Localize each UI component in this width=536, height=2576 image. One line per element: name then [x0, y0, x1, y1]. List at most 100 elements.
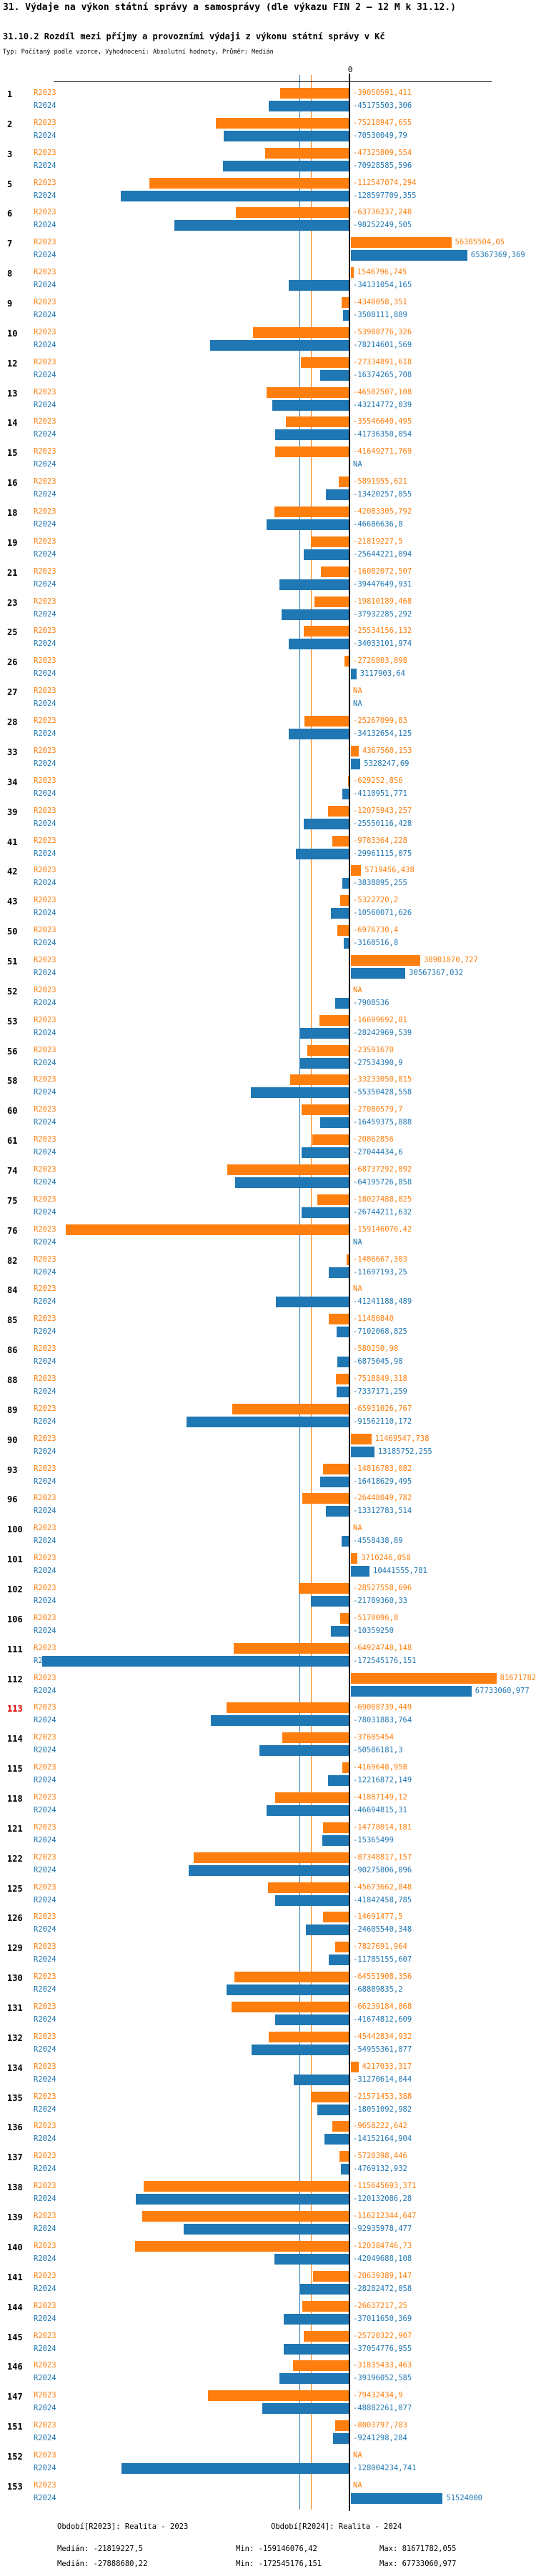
series-label-r2024: R2024: [34, 2254, 56, 2263]
value-label-r2024: -42049688,108: [353, 2254, 412, 2263]
series-label-r2024: R2024: [34, 1716, 56, 1725]
value-label-r2024: -7102068,825: [353, 1327, 407, 1337]
legend-period-r2024: Období[R2024]: Realita - 2024: [271, 2522, 402, 2531]
series-label-r2024: R2024: [34, 879, 56, 888]
value-label-r2024: 30567367,032: [409, 968, 464, 977]
series-label-r2024: R2024: [34, 460, 56, 469]
row-number: 14: [7, 418, 18, 429]
bar-r2023: [351, 237, 452, 249]
bar-r2023: [337, 925, 349, 937]
value-label-r2023: -20862856: [353, 1135, 394, 1144]
bar-r2023: [66, 1224, 349, 1235]
bar-r2023: [311, 2091, 349, 2102]
value-label-r2023: 56385504,05: [455, 238, 505, 247]
series-label-r2023: R2023: [34, 926, 56, 935]
row-number: 8: [7, 269, 13, 279]
row-number: 151: [7, 2422, 23, 2432]
series-label-r2024: R2024: [34, 699, 56, 709]
series-label-r2023: R2023: [34, 1912, 56, 1922]
series-label-r2023: R2023: [34, 1194, 56, 1204]
value-label-r2024: -16418629,495: [353, 1477, 412, 1486]
value-label-r2023: -9783364,228: [353, 836, 407, 845]
value-label-r2024: -9241298,284: [353, 2434, 407, 2443]
bar-r2023: [320, 566, 349, 577]
value-label-r2024: -37011650,369: [353, 2314, 412, 2323]
series-label-r2024: R2024: [34, 1806, 56, 1815]
series-label-r2024: R2024: [34, 1477, 56, 1486]
bar-r2023: [298, 1583, 349, 1594]
value-label-r2024: -90275806,096: [353, 1865, 412, 1874]
bar-r2024: [319, 1117, 349, 1129]
value-label-r2023: -5720398,446: [353, 2152, 407, 2161]
series-label-r2024: R2024: [34, 1148, 56, 1157]
value-label-r2024: -25550116,428: [353, 819, 412, 828]
bar-r2023: [290, 1074, 349, 1086]
bar-r2024: [262, 2403, 349, 2415]
series-label-r2024: R2024: [34, 1507, 56, 1516]
series-label-r2024: R2024: [34, 1177, 56, 1187]
value-label-r2023: -47325809,554: [353, 148, 412, 157]
row-number: 60: [7, 1106, 18, 1117]
value-label-r2024: -29961115,075: [353, 849, 412, 858]
row-number: 39: [7, 807, 18, 817]
row-number: 41: [7, 837, 18, 847]
series-label-r2024: R2024: [34, 849, 56, 858]
value-label-r2023: -39050591,411: [353, 89, 412, 97]
value-label-r2024: -34131054,165: [353, 281, 412, 290]
series-label-r2023: R2023: [34, 1763, 56, 1772]
series-label-r2023: R2023: [34, 447, 56, 456]
series-label-r2024: R2024: [34, 251, 56, 260]
bar-r2024: [269, 101, 349, 111]
row-number: 135: [7, 2092, 23, 2103]
series-label-r2024: R2024: [34, 340, 56, 349]
series-label-r2023: R2023: [34, 2421, 56, 2430]
value-label-r2023: -42083305,792: [353, 507, 412, 516]
bar-r2023: [302, 1493, 349, 1504]
value-label-r2023: 5719456,438: [364, 866, 415, 875]
series-label-r2024: R2024: [34, 1626, 56, 1635]
series-label-r2024: R2024: [34, 281, 56, 290]
row-number: 3: [7, 149, 13, 159]
value-label-r2024: -128597709,355: [353, 191, 417, 200]
bar-r2024: [351, 669, 357, 680]
bar-r2023: [351, 954, 420, 966]
series-label-r2023: R2023: [34, 2152, 56, 2161]
bar-r2023: [323, 1463, 349, 1474]
series-label-r2023: R2023: [34, 2032, 56, 2041]
value-label-r2023: -4169648,958: [353, 1763, 407, 1772]
value-label-r2023: -27334891,618: [353, 357, 412, 366]
value-label-r2023: -45442834,932: [353, 2032, 412, 2041]
bar-r2024: [275, 2015, 349, 2026]
series-label-r2024: R2024: [34, 1357, 56, 1367]
value-label-r2024: -41842458,785: [353, 1895, 412, 1904]
zero-axis-line: [349, 74, 350, 2511]
value-label-r2023: 4217033,317: [362, 2062, 412, 2071]
value-label-r2023: -14778014,181: [353, 1822, 412, 1832]
value-label-r2023: -7518849,318: [353, 1374, 407, 1383]
value-label-r2023: -35546640,495: [353, 417, 412, 426]
value-label-r2023: 38901070,727: [423, 955, 478, 964]
bar-r2024: [305, 1924, 349, 1936]
bar-r2024: [325, 489, 349, 501]
value-label-r2023: NA: [353, 2450, 362, 2460]
bar-r2023: [347, 1254, 349, 1265]
series-label-r2023: R2023: [34, 89, 56, 97]
bar-r2024: [210, 1715, 349, 1727]
row-number: 138: [7, 2182, 23, 2193]
series-label-r2024: R2024: [34, 1537, 56, 1546]
bar-r2024: [336, 1386, 349, 1397]
bar-r2024: [299, 2283, 349, 2295]
value-label-r2023: NA: [353, 2480, 362, 2490]
stat-min-r2023: Min: -159146076,42: [236, 2545, 317, 2553]
bar-r2024: [320, 1476, 349, 1487]
bar-r2024: [320, 369, 349, 381]
bar-r2023: [274, 506, 349, 518]
value-label-r2023: -26637217,25: [353, 2301, 407, 2310]
value-label-r2023: -75218947,655: [353, 118, 412, 127]
series-label-r2024: R2024: [34, 639, 56, 649]
series-label-r2024: R2024: [34, 1237, 56, 1247]
value-label-r2023: -116212344,647: [353, 2212, 417, 2221]
bar-r2023: [236, 207, 349, 219]
value-label-r2024: 51524000: [446, 2493, 482, 2502]
value-label-r2024: -27534390,9: [353, 1058, 403, 1067]
